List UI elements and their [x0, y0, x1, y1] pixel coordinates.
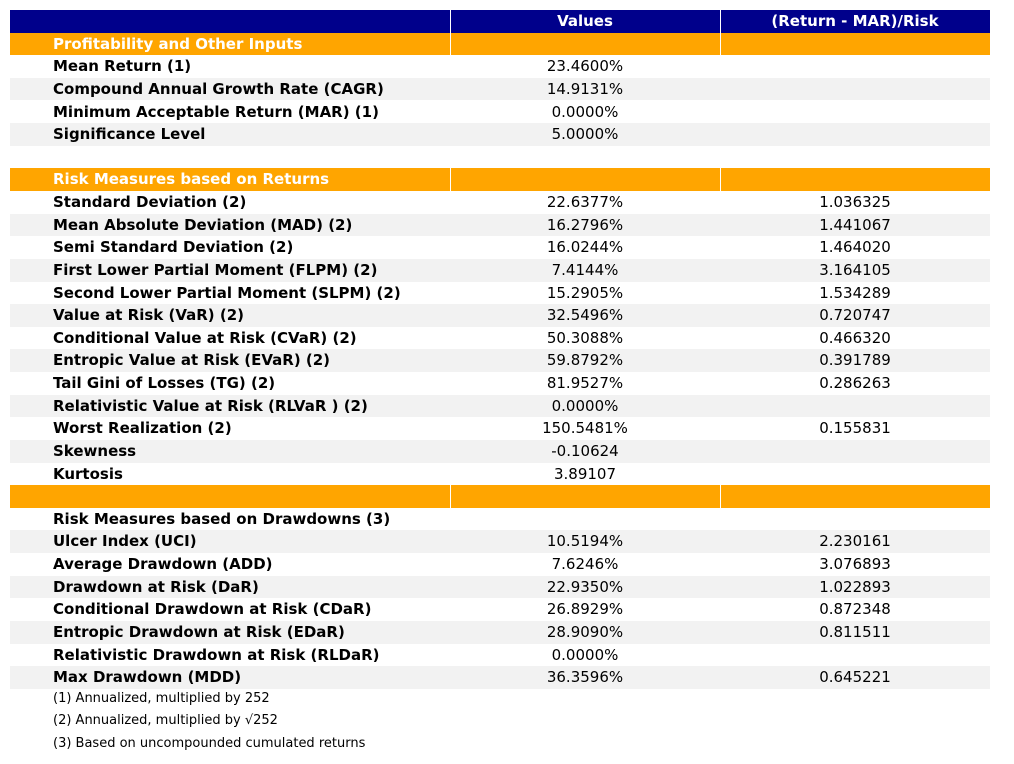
ratio-cell: 0.811511	[819, 623, 891, 641]
value-cell: 26.8929%	[546, 600, 624, 619]
ratio-cell: 0.391789	[819, 351, 891, 370]
value-cell: 150.5481%	[542, 419, 628, 438]
value-cell: 0.0000%	[551, 102, 619, 121]
ratio-cell: 0.872348	[819, 600, 891, 619]
value-cell: 0.0000%	[551, 396, 619, 415]
data-row	[10, 213, 990, 237]
ratio-cell: 1.534289	[819, 283, 891, 302]
data-row	[10, 621, 990, 644]
data-row	[10, 394, 990, 418]
value-cell: 32.5496%	[546, 306, 624, 325]
data-row	[10, 77, 990, 101]
row-label: Kurtosis	[53, 464, 123, 483]
column-separator	[450, 485, 451, 508]
section-label: Risk Measures based on Returns	[53, 170, 330, 189]
row-label: Conditional Drawdown at Risk (CDaR)	[53, 600, 372, 619]
section-row	[10, 32, 990, 56]
value-cell: 16.2796%	[546, 215, 624, 234]
row-label: Tail Gini of Losses (TG) (2)	[53, 374, 276, 393]
value-cell: -0.10624	[551, 441, 619, 460]
data-row	[10, 123, 990, 146]
row-label: Skewness	[53, 441, 137, 460]
section-row	[10, 168, 990, 191]
ratio-cell: 1.036325	[819, 193, 891, 212]
column-separator	[450, 10, 451, 33]
value-cell: 7.4144%	[551, 260, 619, 279]
row-label: Mean Return (1)	[53, 57, 192, 76]
ratio-cell: 0.155831	[819, 419, 891, 438]
column-separator	[720, 10, 721, 33]
column-separator	[450, 168, 451, 191]
header-cell: (Return - MAR)/Risk	[720, 10, 990, 33]
row-label: Conditional Value at Risk (CVaR) (2)	[53, 328, 357, 347]
ratio-cell: 0.645221	[819, 668, 891, 687]
row-label: Average Drawdown (ADD)	[53, 555, 273, 574]
value-cell: 14.9131%	[546, 79, 624, 98]
column-separator	[720, 32, 721, 56]
row-label: Relativistic Value at Risk (RLVaR ) (2)	[53, 396, 368, 415]
ratio-cell: 3.164105	[819, 260, 891, 279]
ratio-cell: 2.230161	[819, 532, 891, 551]
data-row	[10, 349, 990, 373]
blank-row	[10, 146, 990, 169]
row-label: Significance Level	[53, 125, 206, 144]
footnote: (3) Based on uncompounded cumulated retu…	[53, 735, 366, 751]
value-cell: 5.0000%	[551, 125, 619, 144]
ratio-cell: 0.466320	[819, 328, 891, 347]
row-label: Second Lower Partial Moment (SLPM) (2)	[53, 283, 401, 302]
row-label: First Lower Partial Moment (FLPM) (2)	[53, 260, 378, 279]
ratio-cell: 0.286263	[819, 374, 891, 393]
row-label: Minimum Acceptable Return (MAR) (1)	[53, 102, 379, 121]
value-cell: 15.2905%	[546, 283, 624, 302]
value-cell: 3.89107	[553, 464, 617, 483]
row-label: Entropic Value at Risk (EVaR) (2)	[53, 351, 331, 370]
ratio-cell: 0.720747	[819, 306, 891, 325]
column-separator	[720, 485, 721, 508]
data-row	[10, 575, 990, 599]
value-cell: 59.8792%	[546, 351, 624, 370]
data-row	[10, 530, 990, 554]
row-label: Risk Measures based on Drawdowns (3)	[53, 509, 391, 528]
ratio-cell: 1.441067	[819, 215, 891, 234]
row-label: Mean Absolute Deviation (MAD) (2)	[53, 215, 353, 234]
value-cell: 10.5194%	[546, 532, 624, 551]
row-label: Ulcer Index (UCI)	[53, 532, 197, 551]
row-label: Drawdown at Risk (DaR)	[53, 577, 259, 596]
ratio-cell: 3.076893	[819, 555, 891, 574]
row-label: Relativistic Drawdown at Risk (RLDaR)	[53, 645, 380, 664]
row-label: Semi Standard Deviation (2)	[53, 238, 294, 257]
footnote: (1) Annualized, multiplied by 252	[53, 690, 270, 706]
value-cell: 28.9090%	[546, 623, 624, 641]
row-label: Entropic Drawdown at Risk (EDaR)	[53, 623, 345, 641]
row-label: Standard Deviation (2)	[53, 193, 247, 212]
row-label: Value at Risk (VaR) (2)	[53, 306, 245, 325]
section-label: Profitability and Other Inputs	[53, 34, 303, 53]
data-row	[10, 258, 990, 282]
ratio-cell: 1.022893	[819, 577, 891, 596]
value-cell: 36.3596%	[546, 668, 624, 687]
value-cell: 0.0000%	[551, 645, 619, 664]
row-label: Worst Realization (2)	[53, 419, 232, 438]
column-separator	[450, 32, 451, 56]
footnote: (2) Annualized, multiplied by √252	[53, 713, 278, 729]
data-row	[10, 439, 990, 463]
value-cell: 50.3088%	[546, 328, 624, 347]
value-cell: 81.9527%	[546, 374, 624, 393]
column-separator	[720, 168, 721, 191]
value-cell: 16.0244%	[546, 238, 624, 257]
value-cell: 22.9350%	[546, 577, 624, 596]
row-label: Compound Annual Growth Rate (CAGR)	[53, 79, 384, 98]
value-cell: 7.6246%	[551, 555, 619, 574]
value-cell: 22.6377%	[546, 193, 624, 212]
value-cell: 23.4600%	[546, 57, 624, 76]
ratio-cell: 1.464020	[819, 238, 891, 257]
data-row	[10, 666, 990, 689]
header-cell: Values	[450, 10, 720, 33]
section-row	[10, 485, 990, 508]
row-label: Max Drawdown (MDD)	[53, 668, 242, 687]
data-row	[10, 304, 990, 327]
